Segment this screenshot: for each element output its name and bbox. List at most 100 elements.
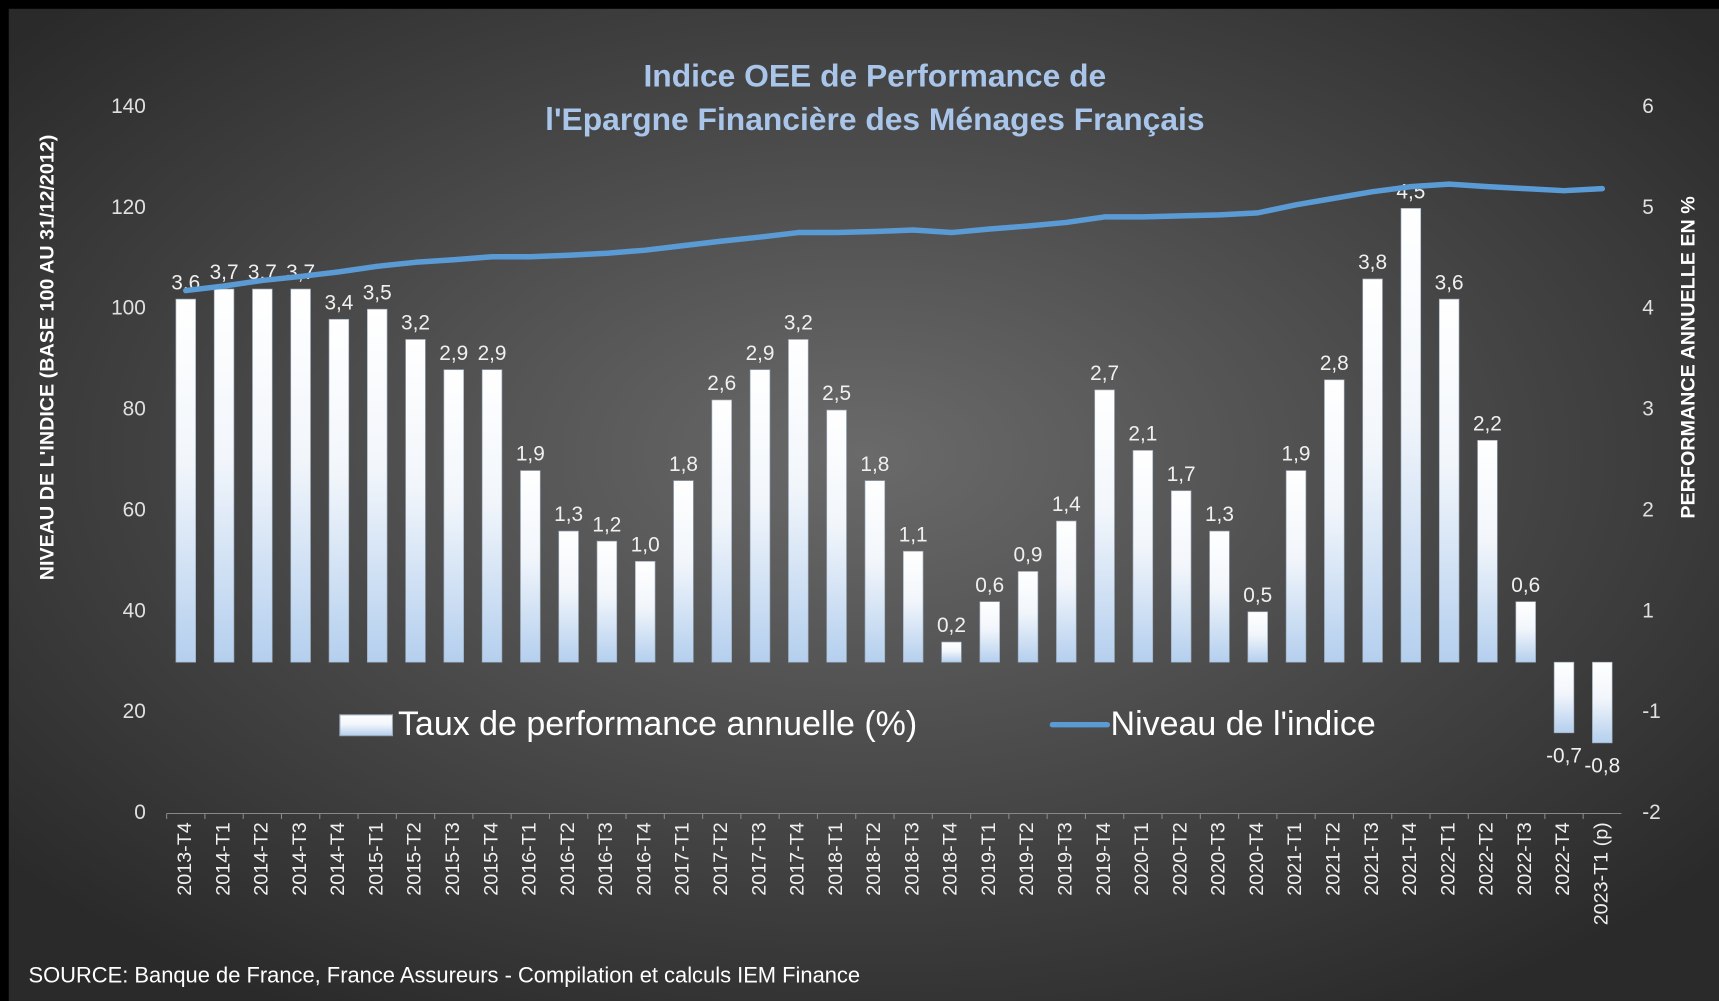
bar	[902, 550, 924, 663]
x-tick-label: 2020-T4	[1246, 822, 1268, 895]
data-label: 1,0	[631, 533, 660, 556]
y2-tick-label: 3	[1642, 398, 1654, 421]
bar	[367, 308, 388, 663]
bar	[558, 530, 579, 663]
y-tick-label: 0	[134, 801, 146, 824]
y2-axis-title: PERFORMANCE ANNUELLE EN %	[1678, 196, 1700, 519]
bar	[443, 369, 464, 663]
bar	[1170, 490, 1192, 663]
source: SOURCE: Banque de France, France Assureu…	[29, 963, 861, 988]
data-label: 1,9	[516, 443, 545, 466]
data-label: 2,1	[1128, 423, 1157, 446]
x-tick-label: 2017-T1	[672, 822, 694, 895]
bar	[1094, 389, 1115, 663]
legend-swatch	[339, 714, 394, 737]
x-tick-label: 2020-T2	[1169, 822, 1191, 895]
bar	[673, 480, 694, 663]
bar	[1362, 278, 1383, 663]
data-label: 2,9	[439, 342, 468, 365]
x-tick-label: 2016-T1	[519, 822, 541, 895]
x-tick-label: 2019-T1	[978, 822, 1000, 895]
y2-tick-label: 4	[1642, 297, 1654, 320]
data-label: 0,2	[937, 614, 966, 637]
data-label: 1,1	[899, 523, 928, 546]
data-label: 0,9	[1014, 544, 1043, 567]
x-tick-label: 2020-T3	[1208, 822, 1230, 895]
data-label: 3,8	[1358, 251, 1387, 274]
data-label: 1,3	[1205, 503, 1234, 526]
data-label: 3,7	[210, 261, 239, 284]
bar	[1515, 601, 1536, 663]
data-label: 0,6	[975, 574, 1004, 597]
bar	[328, 318, 350, 663]
data-label: 1,4	[1052, 493, 1081, 516]
x-tick-label: 2019-T3	[1055, 822, 1077, 895]
x-tick-label: 2014-T2	[251, 822, 273, 895]
bar	[711, 399, 732, 663]
data-label: -0,7	[1546, 744, 1582, 767]
y2-tick-label: 2	[1642, 498, 1654, 521]
bar	[979, 601, 1000, 663]
bar	[749, 369, 771, 663]
x-tick-label: 2021-T1	[1284, 822, 1306, 895]
y2-tick-label: -1	[1642, 700, 1661, 723]
bar	[826, 409, 847, 663]
x-tick-label: 2017-T4	[787, 822, 809, 895]
bar	[1209, 530, 1230, 663]
bar	[1477, 439, 1498, 663]
x-tick-label: 2016-T4	[633, 822, 655, 895]
data-label: 3,6	[1435, 271, 1464, 294]
bar	[1285, 470, 1307, 663]
x-tick-label: 2020-T1	[1131, 822, 1153, 895]
data-label: 1,7	[1167, 463, 1196, 486]
x-tick-label: 2021-T2	[1323, 822, 1345, 895]
y2-tick-label: 1	[1642, 599, 1654, 622]
y-tick-label: 100	[111, 297, 146, 320]
data-label: 2,2	[1473, 412, 1502, 435]
x-tick-label: 2022-T4	[1552, 822, 1574, 895]
bar	[1592, 661, 1613, 744]
data-label: 3,2	[784, 312, 813, 335]
bar	[788, 339, 809, 663]
bar	[864, 480, 886, 663]
bar	[1438, 298, 1460, 663]
data-label: 2,7	[1090, 362, 1119, 385]
y-tick-label: 80	[123, 398, 146, 421]
y2-tick-label: 6	[1642, 95, 1654, 118]
data-label: 3,2	[401, 312, 430, 335]
data-label: 3,5	[363, 281, 392, 304]
data-label: 1,9	[1282, 443, 1311, 466]
bar	[1017, 571, 1039, 663]
x-tick-label: 2018-T1	[825, 822, 847, 895]
x-tick-label: 2018-T4	[940, 822, 962, 895]
x-tick-label: 2013-T4	[174, 822, 196, 895]
y-tick-label: 120	[111, 196, 146, 219]
y-tick-label: 140	[111, 95, 146, 118]
bar	[634, 561, 656, 663]
x-tick-label: 2019-T2	[1016, 822, 1038, 895]
data-label: 0,6	[1511, 574, 1540, 597]
x-tick-label: 2015-T1	[365, 822, 387, 895]
legend-label: Niveau de l'indice	[1111, 705, 1376, 743]
x-tick-label: 2014-T3	[289, 822, 311, 895]
x-tick-label: 2016-T3	[595, 822, 617, 895]
x-tick-label: 2023-T1 (p)	[1591, 822, 1613, 925]
y2-tick-label: 5	[1642, 196, 1654, 219]
x-tick-label: 2014-T1	[212, 822, 234, 895]
data-label: 2,9	[746, 342, 775, 365]
bar	[290, 288, 311, 663]
x-tick-label: 2015-T3	[442, 822, 464, 895]
data-label: 2,9	[478, 342, 507, 365]
x-tick-label: 2022-T2	[1476, 822, 1498, 895]
data-label: 0,5	[1243, 584, 1272, 607]
x-tick-label: 2021-T4	[1399, 822, 1421, 895]
y-tick-label: 40	[123, 599, 146, 622]
bar	[481, 369, 503, 663]
x-tick-label: 2022-T3	[1514, 822, 1536, 895]
bar	[175, 298, 196, 663]
x-tick-label: 2015-T4	[480, 822, 502, 895]
x-tick-label: 2017-T3	[748, 822, 770, 895]
data-label: 2,6	[707, 372, 736, 395]
